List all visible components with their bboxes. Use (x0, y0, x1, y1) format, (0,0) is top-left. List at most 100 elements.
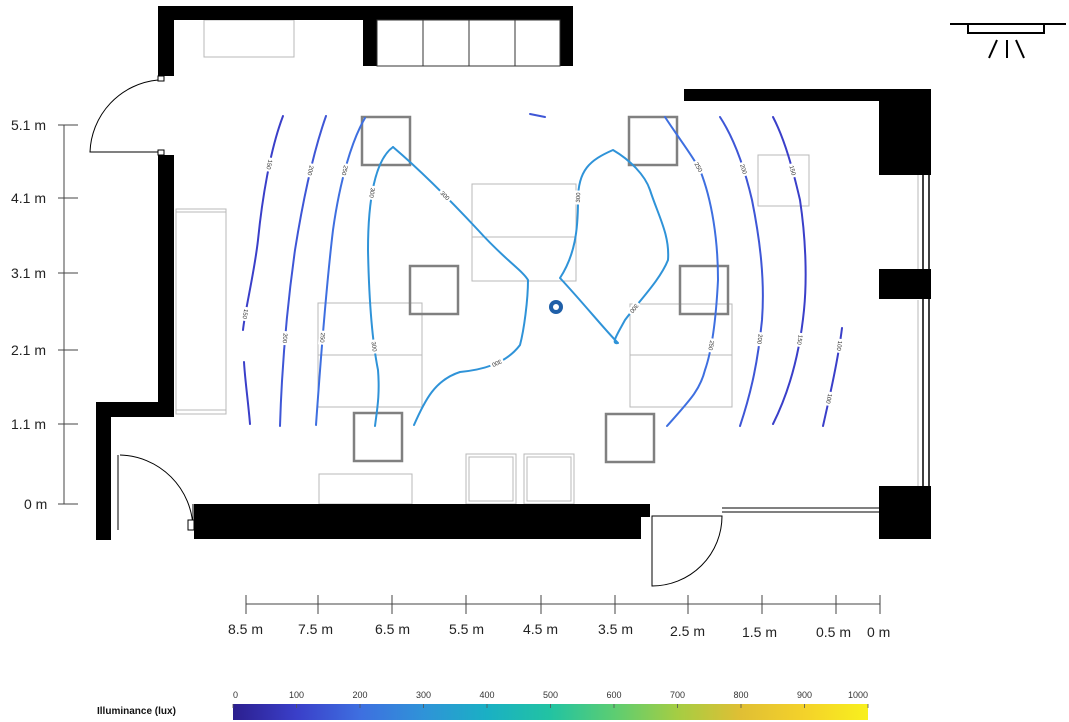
contour-label-bg (823, 391, 835, 407)
y-tick-label: 1.1 m (11, 416, 46, 432)
y-axis (58, 124, 78, 505)
contour-label-bg (691, 159, 706, 176)
legend-ticks: 0 100 200 300 400 500 600 700 800 900 1000 (232, 690, 869, 708)
bottom-chair-2-inner (526, 456, 572, 502)
legend-tick-label: 100 (289, 690, 304, 700)
contour-label-bg (264, 156, 275, 173)
contour-right-100 (822, 327, 843, 427)
legend-tick-label: 200 (352, 690, 367, 700)
contour-label-bg (706, 337, 717, 354)
legend-tick-label: 600 (606, 690, 621, 700)
contour-label-bg (280, 330, 290, 346)
contour-label-bg (339, 162, 351, 179)
contour-label-bg (754, 331, 765, 347)
contour-label: 200 (755, 334, 762, 345)
y-tick-label: 2.1 m (11, 342, 46, 358)
contour-label: 250 (693, 162, 703, 174)
bottom-cabinet (318, 473, 413, 505)
contour-center-300-a (392, 146, 529, 426)
contour-label-bg (369, 339, 380, 355)
contour-label: 200 (305, 165, 313, 177)
legend-tick-label: 400 (479, 690, 494, 700)
y-tick-label: 3.1 m (11, 265, 46, 281)
y-axis-labels: 5.1 m 4.1 m 3.1 m 2.1 m 1.1 m 0 m (11, 117, 47, 512)
contour-label: 250 (340, 165, 349, 177)
contour-label-bg (737, 161, 750, 177)
door-bottom-left (119, 454, 194, 529)
left-wall-cabinet (175, 208, 227, 415)
contour-label: 300 (576, 192, 582, 203)
contour-label: 300 (370, 341, 377, 352)
contour-labels: 150 150 200 200 250 250 300 300 300 300 300 300 250 2… (240, 156, 845, 407)
x-tick-label: 0 m (867, 624, 890, 640)
x-axis (245, 595, 881, 614)
x-tick-label: 7.5 m (298, 621, 333, 637)
contour-label: 300 (367, 187, 375, 199)
top-left-cabinet (203, 19, 295, 58)
x-tick-label: 0.5 m (816, 624, 851, 640)
luminaire-1 (360, 115, 412, 167)
contour-label: 100 (824, 393, 832, 405)
contour-top (529, 113, 546, 118)
contour-label-bg (794, 332, 806, 348)
luminaires (352, 115, 730, 464)
x-tick-label: 3.5 m (598, 621, 633, 637)
contour-left-250 (315, 117, 366, 426)
contour-label: 150 (795, 334, 803, 346)
desk-center (471, 183, 577, 282)
contour-label-bg (305, 162, 317, 179)
contour-label-bg (488, 356, 505, 370)
contour-label-bg (367, 185, 378, 201)
bottom-chair-1 (465, 453, 517, 505)
contour-label-bg (318, 330, 328, 345)
x-tick-label: 5.5 m (449, 621, 484, 637)
legend-tick-label: 800 (733, 690, 748, 700)
contour-label: 200 (738, 164, 747, 176)
bottom-chair-1-inner (468, 456, 514, 502)
window-frames (922, 175, 930, 486)
isolux-contours (242, 113, 843, 427)
contour-right-150 (772, 116, 807, 425)
contour-label-bg (437, 187, 453, 204)
top-shelf (376, 19, 561, 67)
contour-label: 300 (439, 191, 451, 203)
contour-label-bg (573, 190, 583, 205)
legend-tick-label: 500 (543, 690, 558, 700)
x-tick-label: 4.5 m (523, 621, 558, 637)
doors (89, 75, 879, 587)
x-tick-label: 8.5 m (228, 621, 263, 637)
legend-tick-label: 900 (797, 690, 812, 700)
y-tick-label: 5.1 m (11, 117, 46, 133)
contour-label-bg (786, 162, 799, 179)
contour-label-bg (626, 300, 642, 317)
legend-title: Illuminance (lux) (97, 706, 176, 717)
contour-left-150 (242, 115, 284, 425)
contour-label: 250 (706, 340, 714, 352)
contour-label: 150 (240, 308, 248, 320)
ceiling-light-icon (950, 23, 1066, 59)
contour-label: 150 (264, 159, 272, 171)
x-tick-label: 6.5 m (375, 621, 410, 637)
contour-right-250 (664, 116, 719, 427)
legend-tick-label: 1000 (848, 690, 868, 700)
contour-label: 200 (281, 333, 288, 344)
contour-label-bg (834, 338, 845, 354)
x-axis-labels: 8.5 m 7.5 m 6.5 m 5.5 m 4.5 m 3.5 m 2.5 … (228, 621, 890, 640)
illuminance-legend: Illuminance (lux) 0 100 200 300 400 500 600 700… (97, 690, 869, 720)
contour-label-bg (240, 306, 251, 322)
luminaire-6 (604, 412, 656, 464)
door-bottom-right (651, 515, 723, 587)
contour-left-200 (279, 115, 327, 427)
luminaire-4 (678, 264, 730, 316)
luminaire-3 (408, 264, 460, 316)
x-tick-label: 1.5 m (742, 624, 777, 640)
measurement-point-icon (549, 300, 563, 314)
contour-left-300 (367, 146, 394, 427)
door-left-top (89, 79, 159, 153)
contour-label: 100 (835, 340, 843, 351)
contour-right-200 (719, 116, 764, 427)
bottom-chair-2 (523, 453, 575, 505)
right-side-table (757, 154, 810, 207)
legend-tick-label: 700 (670, 690, 685, 700)
